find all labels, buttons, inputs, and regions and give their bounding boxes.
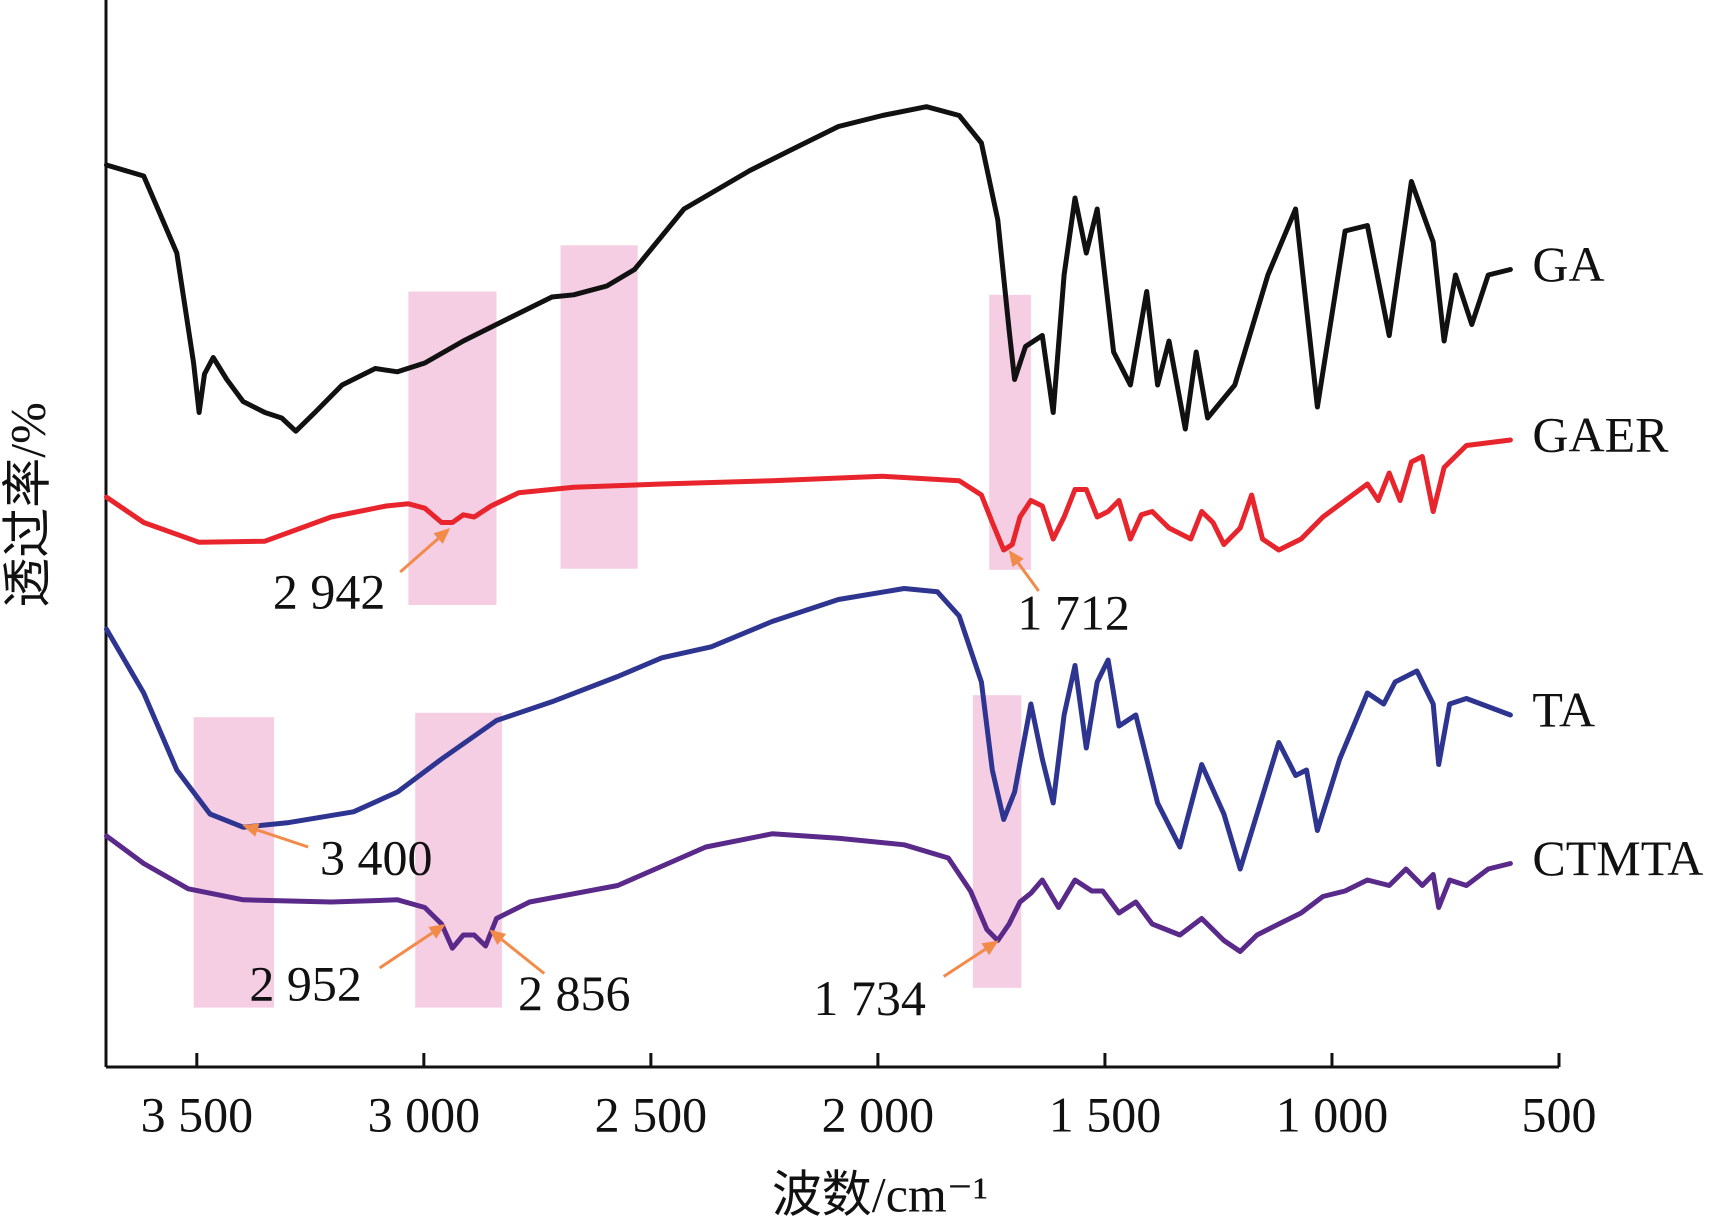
highlight-band xyxy=(408,291,497,605)
y-axis-label: 透过率/% xyxy=(0,402,55,608)
annotation-arrowhead xyxy=(242,823,260,837)
highlight-band xyxy=(193,717,275,1008)
annotation-arrow xyxy=(500,938,546,975)
series-label: GAER xyxy=(1532,406,1669,462)
x-tick-label: 1 000 xyxy=(1276,1086,1389,1142)
annotation-arrowhead xyxy=(489,929,507,945)
highlight-band xyxy=(560,245,638,569)
annotation-arrow xyxy=(942,948,987,978)
x-tick-label: 1 500 xyxy=(1049,1086,1162,1142)
annotation-label: 3 400 xyxy=(320,829,433,885)
spectrum-line xyxy=(104,831,1513,954)
annotation-arrow xyxy=(399,537,440,574)
x-tick-label: 3 000 xyxy=(368,1086,481,1142)
annotation-arrowhead xyxy=(981,940,999,956)
spectrum-line xyxy=(104,586,1513,872)
annotation-arrow xyxy=(1016,562,1040,592)
annotation-label: 2 942 xyxy=(273,563,386,619)
x-tick-label: 2 000 xyxy=(822,1086,935,1142)
annotation-arrowhead xyxy=(433,528,451,544)
annotation-label: 1 734 xyxy=(813,970,926,1026)
highlight-band xyxy=(972,695,1022,988)
annotation-label: 2 952 xyxy=(249,955,362,1011)
series-label: TA xyxy=(1532,681,1595,737)
annotation-label: 1 712 xyxy=(1017,584,1130,640)
series-label: CTMTA xyxy=(1532,830,1703,886)
x-axis-label: 波数/cm⁻¹ xyxy=(772,1166,988,1222)
annotation-label: 2 856 xyxy=(518,965,631,1021)
x-tick-label: 2 500 xyxy=(595,1086,708,1142)
annotation-arrowhead xyxy=(1008,550,1024,568)
annotation-arrow xyxy=(378,931,434,970)
spectrum-line xyxy=(104,437,1513,553)
annotation-arrowhead xyxy=(428,924,446,939)
highlight-band xyxy=(415,712,502,1008)
annotation-arrow xyxy=(256,828,309,849)
x-tick-label: 3 500 xyxy=(141,1086,254,1142)
x-tick-label: 500 xyxy=(1522,1086,1597,1142)
series-label: GA xyxy=(1532,236,1604,292)
spectrum-line xyxy=(104,104,1513,434)
